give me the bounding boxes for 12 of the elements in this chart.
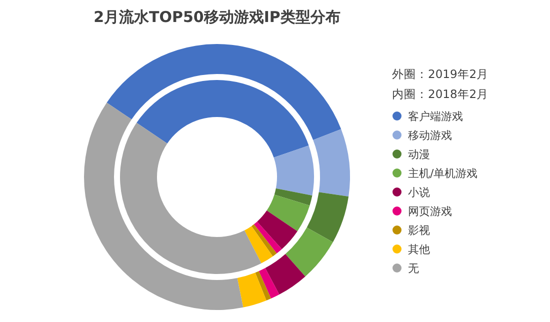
legend-label: 客户端游戏 (408, 110, 463, 123)
legend-label: 无 (408, 262, 419, 275)
legend-label: 其他 (408, 243, 430, 256)
legend-label: 移动游戏 (408, 129, 452, 142)
chart-title: 2月流水TOP50移动游戏IP类型分布 (94, 8, 340, 26)
legend-label: 影视 (408, 224, 430, 237)
legend-label: 网页游戏 (408, 205, 452, 218)
legend-label: 主机/单机游戏 (408, 167, 478, 180)
legend-label: 动漫 (408, 148, 430, 161)
text: 外圈：2019年2月 (392, 67, 489, 81)
text: 内圈：2018年2月 (392, 87, 489, 101)
legend-label: 小说 (408, 186, 430, 199)
